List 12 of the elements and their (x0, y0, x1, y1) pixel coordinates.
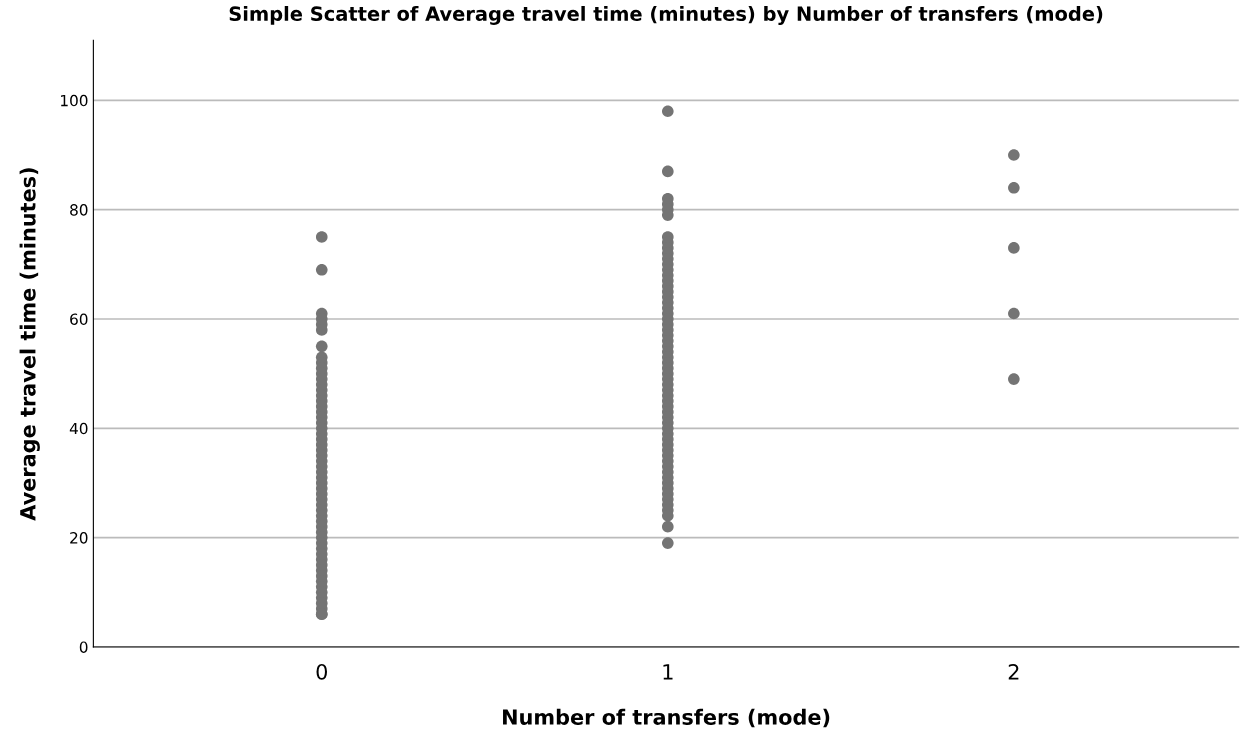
y-tick-label: 0 (79, 641, 88, 653)
chart-title: Simple Scatter of Average travel time (minutes) by Number of transfers (mode) (229, 5, 1103, 25)
x-tick-label: 2 (1008, 663, 1019, 680)
y-tick-label: 40 (69, 422, 88, 435)
x-tick-label: 1 (663, 664, 673, 680)
y-tick-label: 60 (70, 313, 88, 325)
y-tick-label: 80 (70, 204, 88, 216)
y-axis-title: Average travel time (minutes) (19, 168, 40, 521)
y-tick-label: 20 (70, 532, 88, 544)
x-tick-label: 0 (316, 663, 328, 680)
x-axis-title: Number of transfers (mode) (503, 708, 830, 728)
y-tick-label: 100 (61, 94, 88, 107)
